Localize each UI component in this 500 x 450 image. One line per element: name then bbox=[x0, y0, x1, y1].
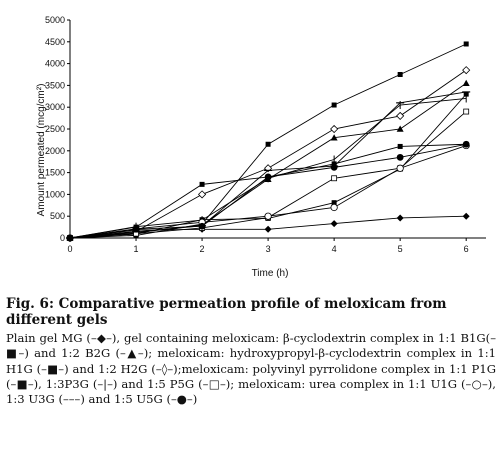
data-point bbox=[463, 108, 470, 115]
series-line bbox=[69, 43, 467, 239]
data-point bbox=[330, 220, 338, 228]
series-4 bbox=[67, 41, 469, 241]
data-point bbox=[396, 153, 404, 161]
data-point bbox=[331, 102, 337, 108]
y-tick-label: 500 bbox=[50, 211, 65, 221]
data-point bbox=[197, 190, 207, 199]
data-point bbox=[331, 200, 337, 206]
data-point bbox=[66, 234, 74, 242]
data-point bbox=[462, 79, 470, 87]
y-tick-label: 5000 bbox=[45, 15, 65, 25]
data-point bbox=[462, 140, 470, 148]
y-tick-label: 2000 bbox=[45, 146, 65, 156]
chart-axes: 0 500 1000 1500 2000 2500 3000 3500 4000 4500 5000… bbox=[45, 15, 486, 254]
data-point bbox=[397, 143, 403, 149]
y-tick-label: 3000 bbox=[45, 102, 65, 112]
series-line bbox=[69, 143, 467, 239]
data-point bbox=[330, 134, 338, 141]
y-tick-label: 0 bbox=[60, 233, 65, 243]
figure-caption: Fig. 6: Comparative permeation profile o… bbox=[6, 296, 496, 407]
chart-series bbox=[65, 41, 471, 243]
series-line bbox=[69, 145, 467, 239]
data-point bbox=[463, 41, 469, 47]
y-tick-label: 2500 bbox=[45, 124, 65, 134]
y-tick-label: 1500 bbox=[45, 168, 65, 178]
data-point bbox=[330, 163, 338, 171]
data-point bbox=[396, 214, 404, 222]
data-point bbox=[264, 212, 272, 220]
figure-legend-text: Plain gel MG (–◆–), gel containing melox… bbox=[6, 331, 496, 407]
y-tick-label: 4000 bbox=[45, 59, 65, 69]
data-point bbox=[198, 222, 206, 230]
data-point bbox=[265, 141, 271, 147]
x-axis-label: Time (h) bbox=[252, 268, 289, 279]
series-11 bbox=[66, 140, 470, 242]
figure-title: Fig. 6: Comparative permeation profile o… bbox=[6, 296, 447, 328]
x-tick-label: 3 bbox=[266, 244, 271, 254]
x-tick-label: 1 bbox=[134, 244, 139, 254]
x-tick-label: 6 bbox=[464, 244, 469, 254]
data-point bbox=[330, 124, 339, 134]
permeation-chart: 0 500 1000 1500 2000 2500 3000 3500 4000 4500 5000… bbox=[36, 15, 486, 279]
x-tick-label: 4 bbox=[332, 244, 337, 254]
series-line bbox=[69, 143, 467, 239]
data-point bbox=[462, 212, 470, 220]
data-point bbox=[462, 66, 471, 75]
data-point bbox=[463, 91, 469, 97]
data-point bbox=[396, 125, 404, 132]
data-point bbox=[132, 225, 140, 233]
data-point bbox=[199, 181, 205, 187]
x-tick-label: 5 bbox=[398, 244, 403, 254]
x-tick-label: 2 bbox=[200, 244, 205, 254]
series-2 bbox=[67, 141, 469, 241]
data-point bbox=[396, 164, 404, 172]
data-point bbox=[331, 161, 337, 167]
x-tick-label: 0 bbox=[67, 244, 72, 254]
data-point bbox=[330, 203, 338, 212]
y-tick-label: 3500 bbox=[45, 80, 65, 90]
data-point bbox=[397, 72, 403, 77]
y-tick-label: 4500 bbox=[45, 37, 65, 47]
y-axis-label: Amount permeated (mcg/cm²) bbox=[36, 84, 47, 217]
y-tick-label: 1000 bbox=[45, 189, 65, 199]
data-point bbox=[331, 175, 338, 182]
data-point bbox=[264, 225, 272, 233]
data-point bbox=[264, 173, 272, 181]
data-point bbox=[396, 111, 405, 120]
